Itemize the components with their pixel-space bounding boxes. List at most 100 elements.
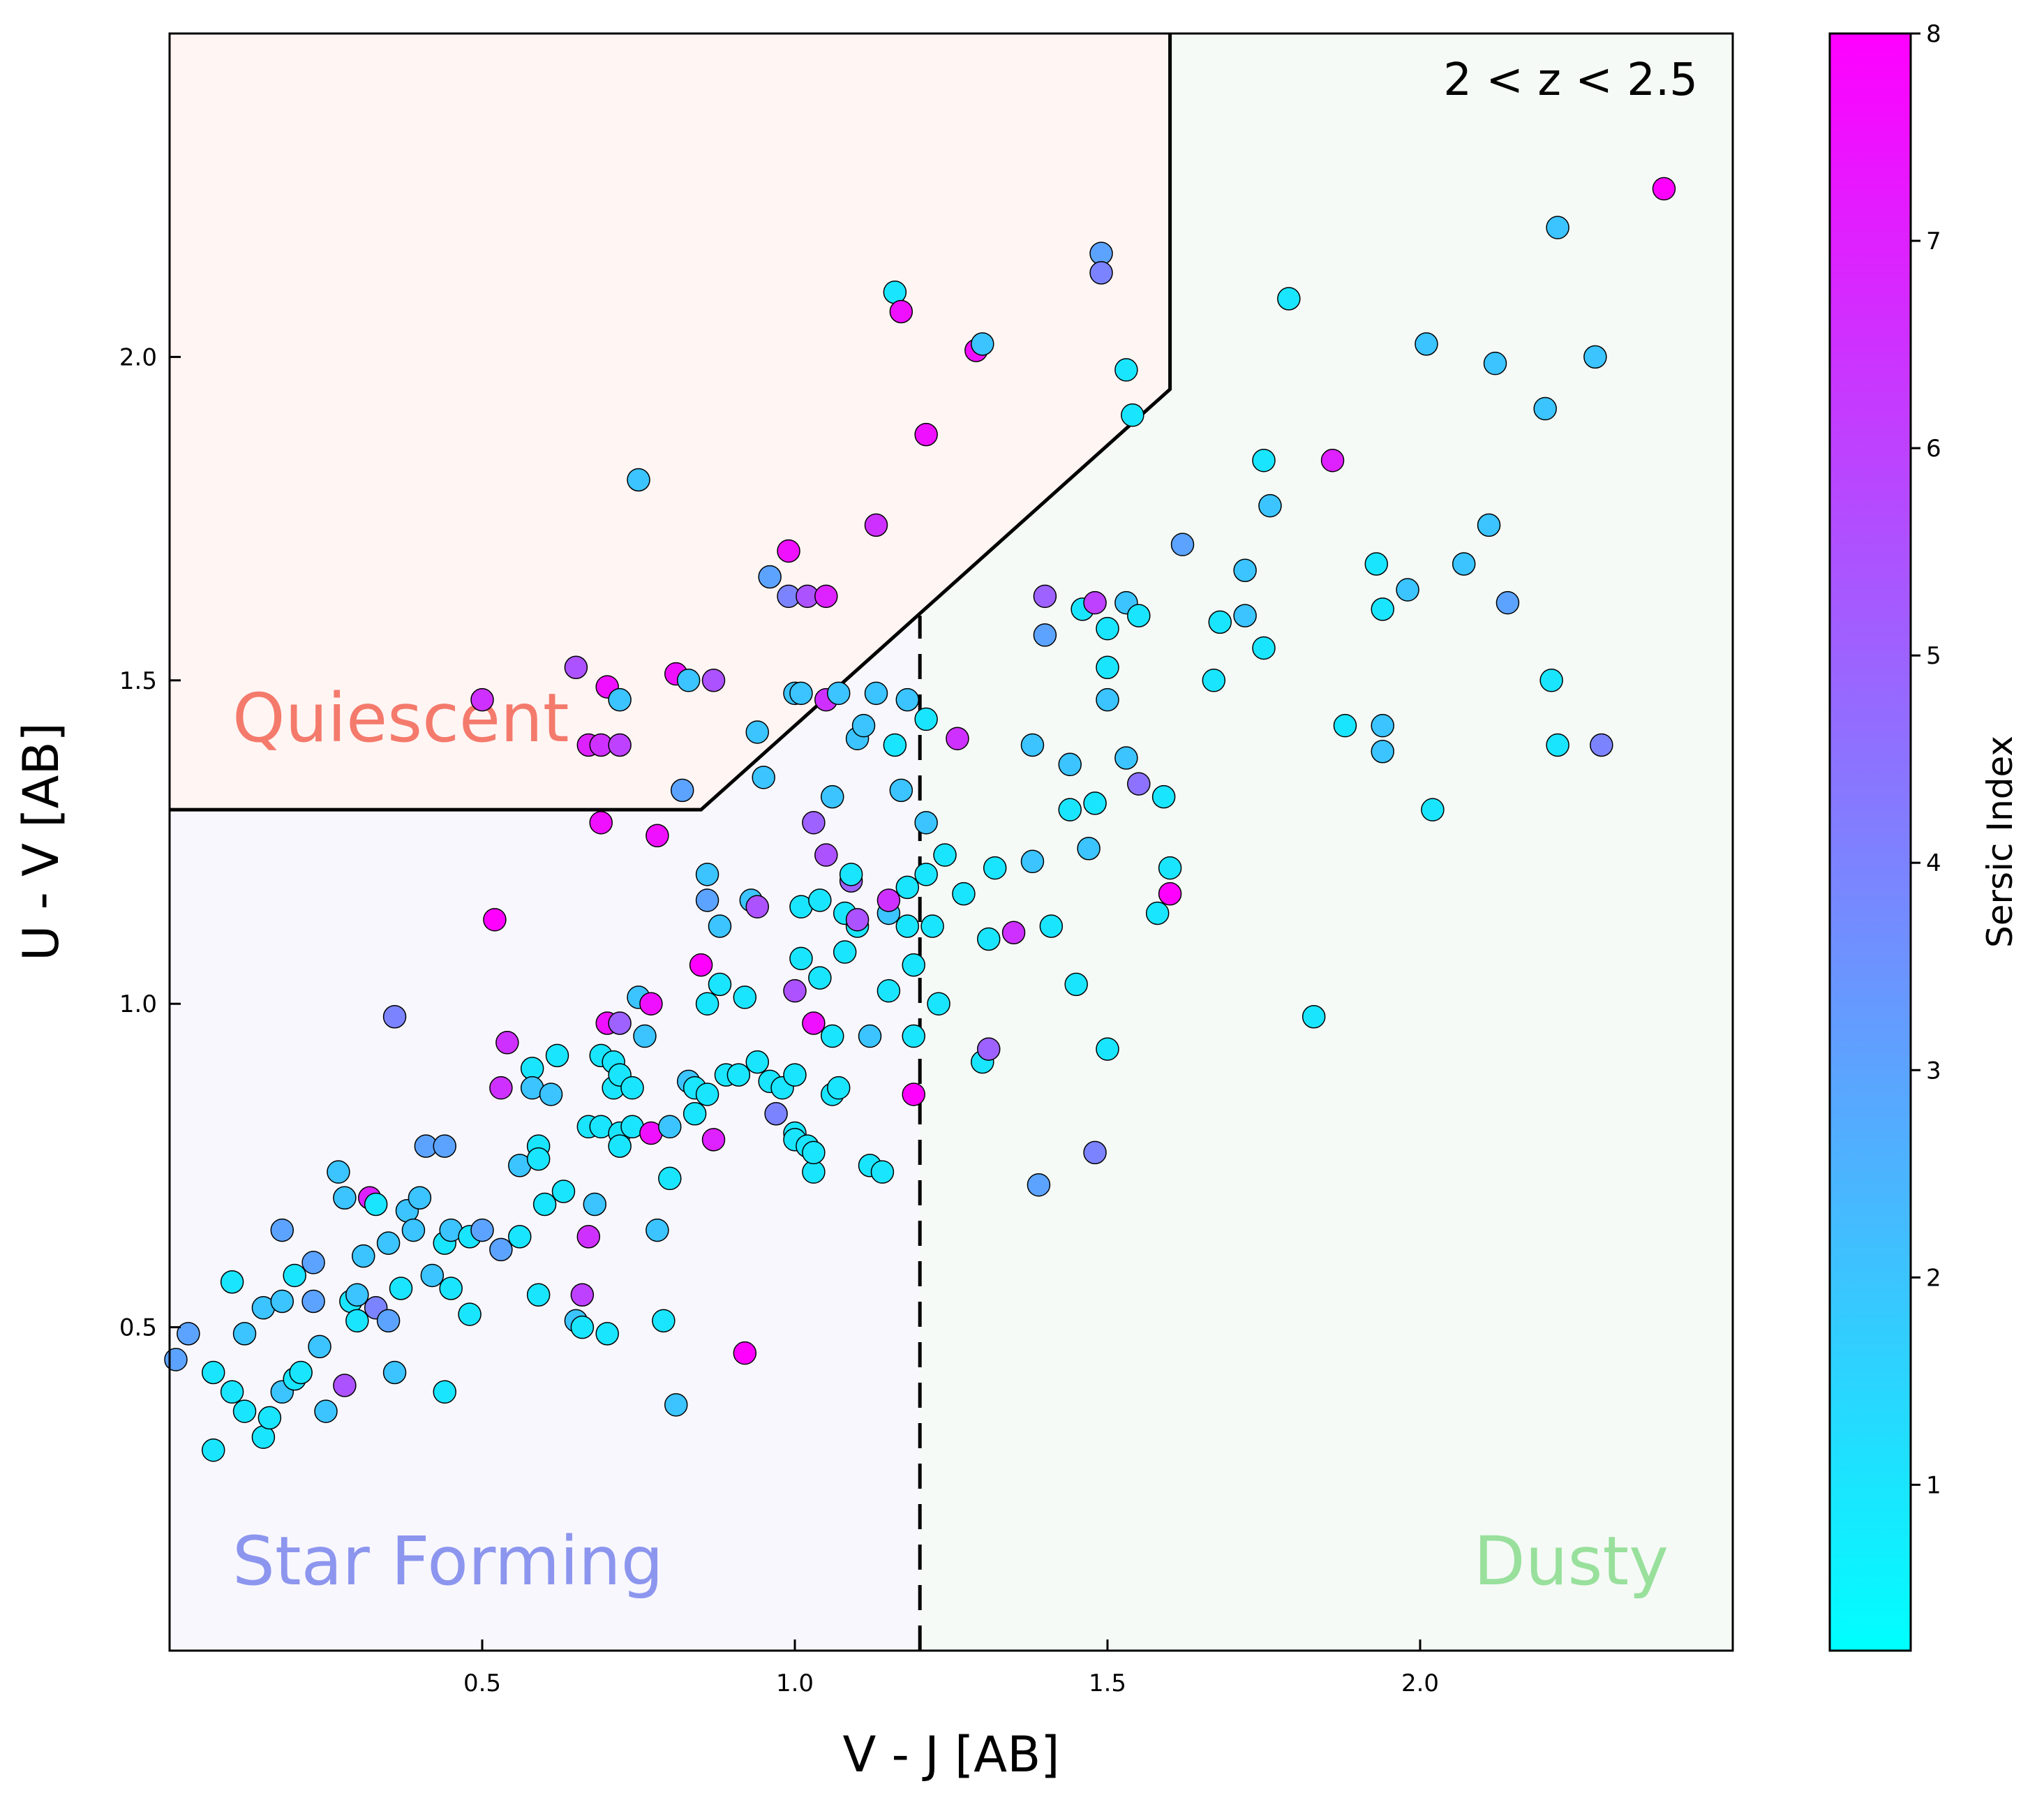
data-point: [308, 1334, 331, 1359]
data-point: [777, 539, 800, 563]
data-point: [977, 1037, 1001, 1061]
data-point: [220, 1270, 244, 1294]
data-point: [1033, 623, 1057, 647]
data-point: [1233, 604, 1257, 627]
data-point: [1652, 177, 1676, 201]
data-point: [695, 863, 719, 886]
data-point: [258, 1406, 282, 1430]
data-point: [946, 727, 969, 750]
data-point: [789, 946, 813, 971]
data-point: [851, 713, 876, 738]
data-point: [345, 1283, 369, 1307]
data-point: [301, 1251, 325, 1274]
data-point: [470, 1218, 494, 1242]
data-point: [433, 1134, 456, 1158]
data-point: [589, 810, 613, 835]
data-point: [826, 681, 851, 706]
y-tick-label: 1.5: [119, 667, 157, 695]
data-point: [270, 1218, 294, 1242]
data-point: [783, 979, 807, 1003]
data-point: [977, 927, 1001, 951]
data-point: [376, 1231, 401, 1255]
data-point: [695, 888, 719, 912]
data-point: [733, 985, 757, 1009]
data-point: [1546, 216, 1569, 239]
data-point: [1096, 655, 1119, 680]
y-tick-label: 2.0: [119, 343, 157, 371]
data-point: [920, 914, 944, 938]
dusty-label: Dusty: [1474, 1522, 1669, 1600]
data-point: [1077, 837, 1101, 861]
data-point: [1127, 772, 1151, 796]
data-point: [283, 1263, 306, 1288]
data-point: [1145, 901, 1170, 925]
data-point: [1096, 1037, 1119, 1061]
data-point: [1483, 351, 1507, 375]
data-point: [952, 882, 976, 906]
data-point: [620, 1076, 644, 1100]
data-point: [821, 1024, 844, 1048]
data-point: [1252, 636, 1276, 660]
data-point: [745, 720, 769, 744]
data-point: [352, 1244, 375, 1268]
y-axis-label: U - V [AB]: [13, 722, 70, 961]
x-tick-label: 1.5: [1089, 1669, 1126, 1697]
data-point: [876, 888, 901, 912]
y-axis-ticks: 0.5 1.0 1.5 2.0: [119, 343, 181, 1342]
data-point: [1233, 558, 1257, 582]
data-point: [802, 1011, 826, 1035]
data-point: [646, 1218, 669, 1242]
data-point: [1158, 856, 1182, 880]
data-point: [658, 1166, 682, 1191]
x-tick-label: 1.0: [776, 1669, 814, 1697]
data-point: [289, 1360, 313, 1385]
quiescent-region: [170, 34, 1170, 810]
data-point: [1371, 739, 1394, 764]
data-point: [489, 1237, 513, 1262]
y-tick-label: 1.0: [119, 990, 157, 1018]
data-point: [251, 1425, 276, 1449]
data-point: [608, 733, 632, 757]
data-point: [870, 1160, 895, 1184]
data-point: [1058, 798, 1082, 821]
data-point: [689, 953, 713, 977]
data-point: [883, 280, 907, 304]
data-point: [314, 1399, 338, 1423]
data-point: [914, 863, 938, 886]
data-point: [201, 1438, 225, 1462]
colorbar-tick-label: 4: [1926, 849, 1941, 877]
data-point: [1039, 914, 1064, 938]
data-point: [1333, 713, 1357, 738]
data-point: [914, 422, 938, 447]
colorbar-tick-label: 3: [1926, 1057, 1941, 1085]
data-point: [433, 1380, 456, 1404]
data-point: [376, 1309, 401, 1333]
data-point: [1396, 578, 1419, 602]
data-point: [401, 1218, 426, 1242]
data-point: [201, 1360, 225, 1385]
data-point: [1121, 403, 1144, 427]
data-point: [1127, 604, 1151, 627]
data-point: [608, 1011, 632, 1035]
data-point: [726, 1063, 751, 1087]
colorbar-tick-label: 8: [1926, 20, 1941, 48]
data-point: [701, 669, 726, 692]
x-axis-label: V - J [AB]: [842, 1726, 1059, 1783]
data-point: [1539, 669, 1563, 692]
data-point: [1590, 733, 1613, 757]
data-point: [532, 1192, 557, 1217]
redshift-annotation: 2 < z < 2.5: [1443, 54, 1698, 106]
data-point: [1277, 287, 1301, 311]
data-point: [1533, 396, 1557, 421]
data-point: [646, 824, 669, 847]
star-forming-label: Star Forming: [232, 1522, 664, 1600]
data-point: [526, 1283, 551, 1307]
data-point: [545, 1043, 569, 1068]
data-point: [1477, 513, 1501, 537]
data-point: [564, 655, 588, 680]
data-point: [1001, 921, 1026, 945]
data-point: [301, 1289, 325, 1314]
data-point: [883, 733, 907, 757]
data-point: [1371, 597, 1394, 621]
